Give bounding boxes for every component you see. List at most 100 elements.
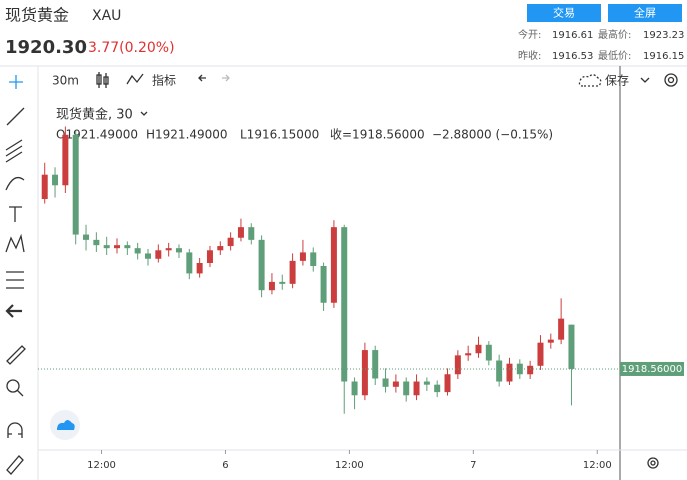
candle-body xyxy=(310,252,317,267)
candle-body xyxy=(186,252,193,274)
button-bg xyxy=(527,4,601,22)
title-menu[interactable] xyxy=(140,111,148,116)
last-price-badge xyxy=(620,361,684,376)
candle-body xyxy=(351,381,358,396)
candle-body xyxy=(237,227,244,238)
plot-area: 12:00 6 12:00 7 12:00 1918.56000 xyxy=(38,126,684,471)
candle-body xyxy=(485,344,492,361)
candle-body xyxy=(341,227,348,382)
candle-body xyxy=(392,381,399,387)
stat-value: 1916.53 xyxy=(552,51,593,62)
fullscreen-button[interactable]: 全屏 xyxy=(608,4,682,22)
candle-body xyxy=(268,281,275,291)
button-bg xyxy=(608,4,682,22)
instrument-symbol: XAU xyxy=(92,8,121,24)
trade-button[interactable]: 交易 xyxy=(527,4,601,22)
watermark xyxy=(50,410,80,440)
measure-tool[interactable] xyxy=(6,345,26,365)
last-price-label: 1918.56000 xyxy=(622,364,682,375)
candle-body xyxy=(41,174,48,200)
candle-body xyxy=(134,248,141,254)
save-button[interactable]: 保存 xyxy=(605,74,629,88)
candle-body xyxy=(465,353,472,356)
candle-body xyxy=(72,134,79,235)
lock-tool[interactable] xyxy=(6,455,24,475)
prediction-tool[interactable] xyxy=(6,271,24,289)
drawing-toolbar xyxy=(5,75,26,475)
legend-close: 收=1918.56000 xyxy=(330,128,425,142)
undo-button[interactable] xyxy=(198,74,206,82)
legend-high: H1921.49000 xyxy=(146,128,228,142)
candle-body xyxy=(537,342,544,366)
fib-tool[interactable] xyxy=(5,139,23,163)
stat-label: 最高价: xyxy=(598,28,631,41)
x-tick-label: 7 xyxy=(470,460,476,471)
redo-button[interactable] xyxy=(222,74,230,82)
candle-body xyxy=(114,245,121,249)
button-label[interactable]: 全屏 xyxy=(634,6,656,20)
candle-body xyxy=(299,252,306,261)
candle-body xyxy=(217,246,224,251)
candle-body xyxy=(165,248,172,251)
text-tool[interactable] xyxy=(9,206,22,222)
candle-body xyxy=(175,248,182,253)
candle-body xyxy=(496,360,503,382)
indicator-icon[interactable] xyxy=(126,73,144,85)
candle-body xyxy=(506,363,513,382)
stat-label: 最低价: xyxy=(598,49,631,62)
x-tick-label: 12:00 xyxy=(583,460,612,471)
zoom-tool[interactable] xyxy=(6,379,24,397)
chart-type-button[interactable] xyxy=(96,72,109,88)
candle-body xyxy=(444,374,451,393)
x-tick-label: 12:00 xyxy=(87,460,116,471)
stat-label: 昨收: xyxy=(518,49,541,62)
candle-body xyxy=(83,234,90,240)
last-price: 1920.30 xyxy=(5,37,87,58)
candle-body xyxy=(372,350,379,379)
candle-body xyxy=(155,250,162,259)
candle-body xyxy=(330,227,337,303)
magnet-tool[interactable] xyxy=(7,422,23,438)
axis-settings-button[interactable] xyxy=(647,457,659,469)
legend-change: −2.88000 (−0.15%) xyxy=(432,128,553,142)
candle-body xyxy=(93,239,100,246)
candle-body xyxy=(382,378,389,387)
stat-value: 1916.15 xyxy=(643,51,684,62)
cloud-icon xyxy=(578,74,602,87)
candle-body xyxy=(454,355,461,375)
candle-body xyxy=(227,237,234,247)
candle-body xyxy=(558,318,565,340)
candle-body xyxy=(52,174,59,186)
button-label[interactable]: 交易 xyxy=(553,6,575,20)
candle-body xyxy=(361,350,368,396)
candle-body xyxy=(413,381,420,396)
indicators-button[interactable]: 指标 xyxy=(152,73,176,88)
x-tick-label: 12:00 xyxy=(335,460,364,471)
candle-body xyxy=(103,245,110,249)
save-menu[interactable] xyxy=(640,77,650,83)
candle-body xyxy=(258,239,265,291)
candle-body xyxy=(144,253,151,259)
brush-tool[interactable] xyxy=(5,176,25,191)
price-change: 3.77(0.20%) xyxy=(88,40,175,56)
pattern-tool[interactable] xyxy=(5,233,25,253)
candle-body xyxy=(62,134,69,186)
interval-button[interactable]: 30m xyxy=(52,74,79,88)
candle-body xyxy=(547,339,554,343)
chart-title: 现货黄金, 30 xyxy=(56,107,133,123)
trend-line-tool[interactable] xyxy=(6,107,25,126)
crosshair-tool[interactable] xyxy=(9,75,23,89)
candle-body xyxy=(434,384,441,393)
stat-value: 1916.61 xyxy=(552,30,593,41)
candle-body xyxy=(206,250,213,263)
candle-body xyxy=(248,227,255,240)
back-tool[interactable] xyxy=(5,304,22,318)
stat-value: 1923.23 xyxy=(643,30,684,41)
settings-button[interactable] xyxy=(664,73,678,87)
legend-low: L1916.15000 xyxy=(240,128,319,142)
candle-body xyxy=(423,381,430,385)
candle-body xyxy=(475,344,482,354)
x-tick-label: 6 xyxy=(222,460,228,471)
candle-body xyxy=(289,260,296,284)
